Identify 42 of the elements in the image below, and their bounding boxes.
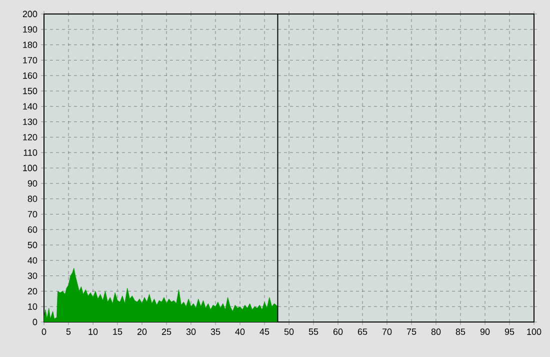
y-tick-label: 50: [28, 242, 38, 248]
x-tick-label: 100: [527, 328, 542, 335]
x-tick-label: 0: [42, 328, 46, 335]
x-tick-label: 90: [480, 328, 490, 335]
x-tick-label: 5: [66, 328, 71, 335]
x-tick-label: 35: [210, 328, 220, 335]
x-tick-label: 65: [358, 328, 368, 335]
y-tick-label: 10: [28, 303, 38, 310]
y-tick-label: 110: [24, 149, 38, 156]
y-tick-label: 130: [23, 118, 38, 125]
x-tick-label: 50: [284, 328, 294, 335]
x-tick-label: 30: [186, 328, 196, 335]
y-tick-label: 160: [23, 72, 38, 79]
x-tick-label: 20: [137, 328, 147, 335]
y-tick-label: 70: [28, 211, 38, 218]
y-tick-label: 120: [23, 134, 38, 140]
x-tick-label: 15: [113, 328, 122, 335]
y-tick-label: 180: [23, 42, 38, 48]
y-tick-label: 40: [28, 257, 38, 264]
x-tick-label: 55: [308, 328, 318, 335]
y-tick-label: 90: [28, 180, 38, 187]
x-tick-label: 95: [504, 328, 514, 335]
y-tick-label: 140: [23, 103, 38, 110]
x-tick-label: 60: [333, 328, 343, 335]
x-tick-label: 40: [235, 328, 245, 335]
y-tick-label: 0: [32, 318, 38, 326]
y-tick-label: 100: [23, 164, 38, 172]
x-tick-label: 70: [382, 328, 392, 335]
y-tick-label: 80: [28, 196, 38, 202]
y-tick-label: 190: [23, 26, 38, 33]
y-tick-label: 20: [28, 288, 38, 294]
y-tick-label: 170: [23, 57, 38, 64]
x-tick-label: 45: [260, 328, 270, 335]
x-tick-label: 10: [88, 328, 98, 335]
y-tick-label: 200: [22, 10, 38, 18]
y-tick-label: 150: [23, 88, 38, 94]
x-tick-label: 85: [456, 328, 466, 335]
x-tick-label: 80: [431, 328, 441, 335]
y-tick-label: 60: [28, 226, 38, 233]
x-tick-label: 75: [406, 328, 416, 335]
x-tick-label: 25: [162, 328, 172, 335]
y-tick-label: 30: [28, 272, 38, 279]
